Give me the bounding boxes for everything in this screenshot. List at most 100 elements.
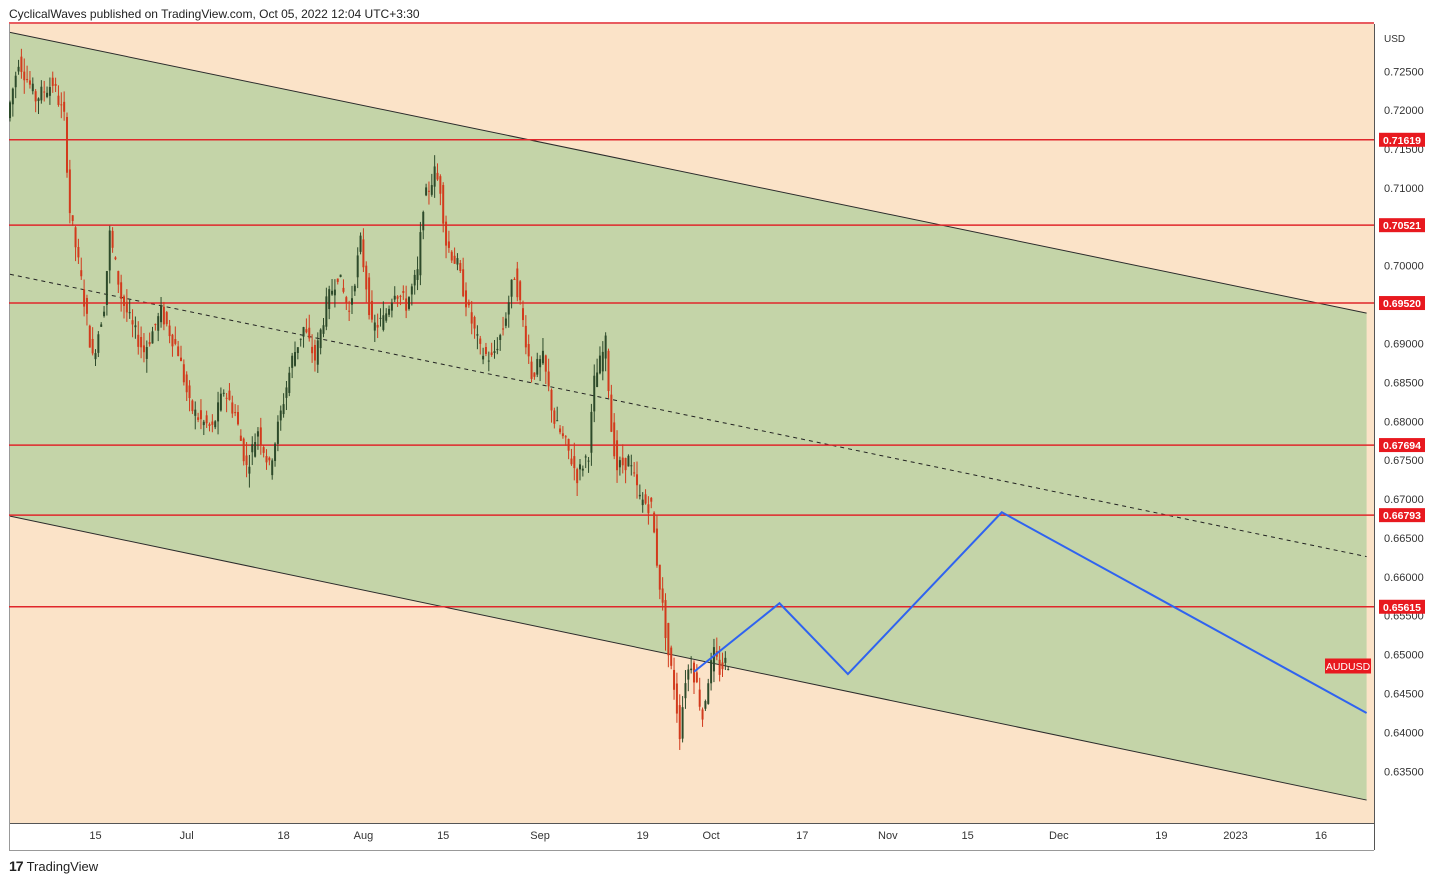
candle-body [718,659,721,675]
candle-body [51,77,54,86]
candle-body [470,312,473,324]
candle-body [587,460,590,462]
candle-body [294,352,296,366]
candle-body [413,274,416,286]
candle-body [579,464,581,470]
candle-body [208,424,211,426]
candle-body [667,623,670,656]
candle-body [385,313,388,321]
candle-body [194,409,197,416]
candle-body [348,310,351,312]
x-tick-label: Jul [180,830,194,842]
candle-body [271,460,274,476]
candle-body [410,286,413,295]
candle-body [245,455,248,466]
price-axis-panel [1374,24,1440,823]
candle-body [524,325,527,348]
candle-body [262,447,265,453]
candle-body [311,346,314,354]
candle-body [581,468,584,471]
candle-body [596,372,599,387]
candle-body [539,359,542,368]
candle-body [675,683,678,714]
candle-body [199,410,202,420]
candle-body [550,389,553,411]
candle-body [274,443,277,461]
candle-body [268,457,271,461]
candle-body [541,350,544,364]
candle-body [427,190,430,192]
candle-body [182,364,185,383]
candle-body [382,315,385,330]
candle-body [687,669,690,680]
candle-body [333,289,336,296]
candle-body [345,297,348,304]
candle-body [299,338,302,340]
candle-body [701,709,704,720]
y-tick-label: 0.67500 [1384,455,1424,467]
candle-body [125,301,128,313]
candle-body [365,265,368,290]
candle-body [205,415,208,424]
candle-body [251,444,254,453]
candle-body [712,647,715,672]
level-price-label: 0.70521 [1383,220,1421,232]
candle-body [46,92,49,97]
candle-body [91,338,94,354]
x-tick-label: 18 [277,830,289,842]
candle-body [219,393,222,411]
candle-body [85,297,88,314]
candle-body [331,290,334,295]
candle-body [68,169,71,214]
candle-body [160,305,163,323]
candle-body [376,324,379,328]
candle-body [567,438,570,451]
candle-body [31,83,34,92]
candle-body [393,295,396,300]
candle-body [533,372,536,377]
candle-body [684,683,687,699]
candle-body [607,350,610,392]
candle-body [598,355,601,374]
candle-body [94,353,97,360]
candle-body [77,247,80,258]
candle-body [100,324,103,327]
candle-body [653,512,656,533]
candle-body [228,390,231,400]
candle-body [180,357,182,361]
candle-body [484,347,487,354]
candle-body [356,255,359,278]
candle-body [17,66,20,72]
candle-body [26,79,29,81]
level-price-tag [1379,599,1425,614]
candle-body [556,420,559,422]
x-tick-label: 16 [1315,830,1327,842]
candle-body [191,400,194,412]
candle-body [134,325,137,328]
candle-body [593,375,596,412]
candle-body [43,91,46,93]
candle-body [231,402,234,414]
candle-body [690,668,693,671]
candle-body [288,372,291,393]
candle-body [23,71,26,81]
candle-body [128,312,131,314]
candle-body [681,707,684,739]
candle-body [222,392,225,394]
y-tick-label: 0.63500 [1384,766,1424,778]
candle-body [71,215,74,221]
y-tick-label: 0.72000 [1384,105,1424,117]
candle-body [154,323,157,326]
tradingview-logo-icon: 17 [9,858,24,874]
candle-body [214,421,217,428]
candle-body [604,335,607,359]
candle-body [570,458,573,465]
candle-body [88,325,91,348]
tradingview-logo[interactable]: 17 TradingView [9,858,98,874]
candle-body [120,282,123,299]
candle-body [647,504,650,514]
candle-body [140,336,143,348]
candle-body [225,397,228,399]
candle-body [168,325,171,337]
